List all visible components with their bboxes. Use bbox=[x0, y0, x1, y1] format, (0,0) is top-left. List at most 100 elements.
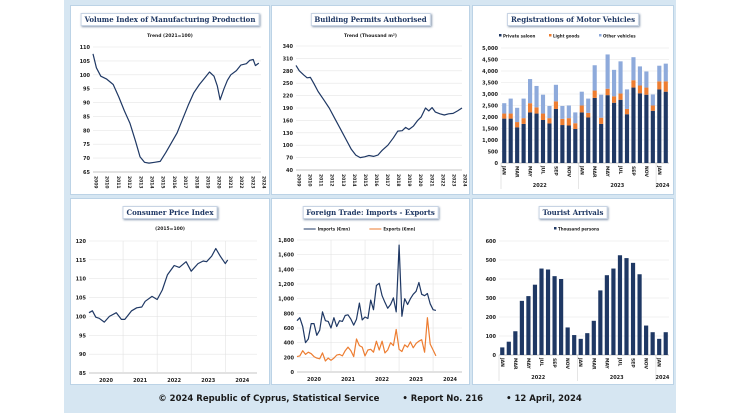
bar-3 bbox=[573, 112, 578, 124]
bar-3 bbox=[521, 98, 526, 119]
x-tick-label: 2021 bbox=[428, 174, 434, 187]
y-tick-label: 85 bbox=[79, 371, 86, 377]
bar-2 bbox=[521, 118, 526, 124]
chart-svg: Private saloon Light goods Other vehicles 0… bbox=[482, 34, 670, 189]
y-tick-label: 105 bbox=[80, 59, 91, 65]
bar-1 bbox=[578, 338, 583, 355]
bar-1 bbox=[547, 123, 552, 163]
bar-1 bbox=[592, 97, 597, 163]
bar-2 bbox=[605, 88, 610, 96]
x-tick-label: JAN bbox=[577, 357, 583, 367]
bar-1 bbox=[506, 341, 511, 355]
x-tick-label: JAN bbox=[656, 165, 662, 175]
x-tick-label: 2016 bbox=[171, 176, 177, 189]
x-tick-label: 2015 bbox=[362, 174, 368, 187]
x-tick-label: 2015 bbox=[160, 176, 166, 189]
bar-1 bbox=[605, 95, 610, 163]
x-tick-label: 2024 bbox=[261, 176, 267, 189]
y-tick-label: 1,000 bbox=[278, 297, 294, 303]
report-number: • Report No. 216 bbox=[402, 394, 484, 404]
bar-3 bbox=[508, 98, 513, 114]
y-tick-label: 1,500 bbox=[482, 127, 498, 133]
bar-1 bbox=[526, 296, 531, 355]
bar-1 bbox=[604, 275, 609, 355]
chart-svg: Trend (Thousand m²) 40 70 100 130 160 190 220 25… bbox=[283, 33, 468, 187]
year-label: 2024 bbox=[656, 183, 670, 189]
bar-1 bbox=[612, 102, 617, 163]
bar-1 bbox=[631, 87, 636, 163]
bar-3 bbox=[579, 91, 584, 106]
y-tick-label: 2,000 bbox=[482, 115, 498, 121]
y-tick-label: 100 bbox=[80, 73, 91, 79]
series-line-1 bbox=[92, 53, 260, 164]
y-tick-label: 1,800 bbox=[278, 238, 294, 244]
bar-3 bbox=[631, 57, 636, 81]
bar-1 bbox=[552, 276, 557, 355]
bar-1 bbox=[624, 258, 629, 355]
y-tick-label: 1,200 bbox=[278, 282, 294, 288]
bar-2 bbox=[573, 123, 578, 129]
y-tick-label: 4,500 bbox=[482, 58, 498, 64]
bar-2 bbox=[644, 87, 649, 95]
bar-3 bbox=[618, 61, 623, 94]
x-tick-label: 2023 bbox=[201, 378, 215, 384]
y-tick-label: 65 bbox=[83, 170, 90, 176]
x-tick-label: 2010 bbox=[307, 174, 313, 187]
x-tick-label: 2024 bbox=[235, 378, 249, 384]
bar-1 bbox=[657, 89, 662, 163]
bar-1 bbox=[611, 268, 616, 355]
x-tick-label: MAY bbox=[525, 358, 531, 370]
x-tick-label: 2022 bbox=[167, 378, 181, 384]
x-tick-label: 2013 bbox=[137, 176, 143, 189]
y-tick-label: 70 bbox=[83, 156, 90, 162]
x-tick-label: 2009 bbox=[296, 174, 302, 187]
y-tick-label: 0 bbox=[495, 161, 499, 167]
x-tick-label: 2017 bbox=[384, 174, 390, 187]
legend-label: Private saloon bbox=[503, 34, 536, 39]
bar-2 bbox=[515, 122, 520, 128]
x-tick-label: SEP bbox=[552, 166, 558, 176]
bar-1 bbox=[624, 114, 630, 163]
bar-2 bbox=[553, 101, 558, 109]
bar-1 bbox=[617, 255, 623, 355]
bar-1 bbox=[650, 110, 655, 163]
legend-label: Exports (€mn) bbox=[383, 227, 415, 232]
y-tick-label: 310 bbox=[283, 56, 294, 62]
bar-3 bbox=[515, 107, 520, 123]
y-tick-label: 90 bbox=[79, 352, 86, 358]
y-tick-label: 100 bbox=[283, 143, 294, 149]
y-tick-label: 130 bbox=[283, 131, 294, 137]
x-tick-label: 2018 bbox=[395, 174, 401, 187]
chart-subtitle: Trend (2021=100) bbox=[147, 33, 193, 39]
x-tick-label: SEP bbox=[630, 358, 636, 368]
chart-panel-4: Consumer Price Index (2015=100) 85 90 95 100 1… bbox=[70, 198, 270, 385]
x-tick-label: MAY bbox=[604, 166, 610, 178]
bar-3 bbox=[605, 54, 610, 89]
x-tick-label: MAR bbox=[590, 358, 596, 370]
x-tick-label: 2022 bbox=[238, 176, 244, 189]
bar-3 bbox=[612, 69, 617, 97]
x-tick-label: SEP bbox=[630, 166, 636, 176]
y-tick-label: 1,000 bbox=[482, 138, 498, 144]
x-tick-label: 2014 bbox=[351, 174, 357, 187]
y-tick-label: 75 bbox=[83, 142, 90, 148]
bar-2 bbox=[657, 81, 662, 90]
bar-1 bbox=[644, 94, 649, 163]
x-tick-label: 2024 bbox=[462, 174, 468, 187]
y-tick-label: 400 bbox=[486, 277, 497, 283]
y-tick-label: 90 bbox=[83, 101, 90, 107]
bar-2 bbox=[502, 113, 507, 119]
year-label: 2024 bbox=[656, 375, 670, 381]
x-tick-label: 2020 bbox=[216, 176, 222, 189]
bar-2 bbox=[592, 90, 597, 98]
bar-1 bbox=[579, 112, 584, 163]
bar-2 bbox=[663, 81, 668, 92]
x-tick-label: NOV bbox=[643, 166, 649, 177]
x-tick-label: MAR bbox=[591, 166, 597, 178]
y-tick-label: 40 bbox=[286, 168, 293, 174]
chart-svg: Thousand persons 0 100 200 300 400 500 600 JAN MA… bbox=[486, 227, 670, 381]
x-tick-label: 2014 bbox=[149, 176, 155, 189]
y-tick-label: 1,400 bbox=[278, 267, 294, 273]
bar-1 bbox=[573, 128, 578, 163]
x-tick-label: 2021 bbox=[227, 176, 233, 189]
